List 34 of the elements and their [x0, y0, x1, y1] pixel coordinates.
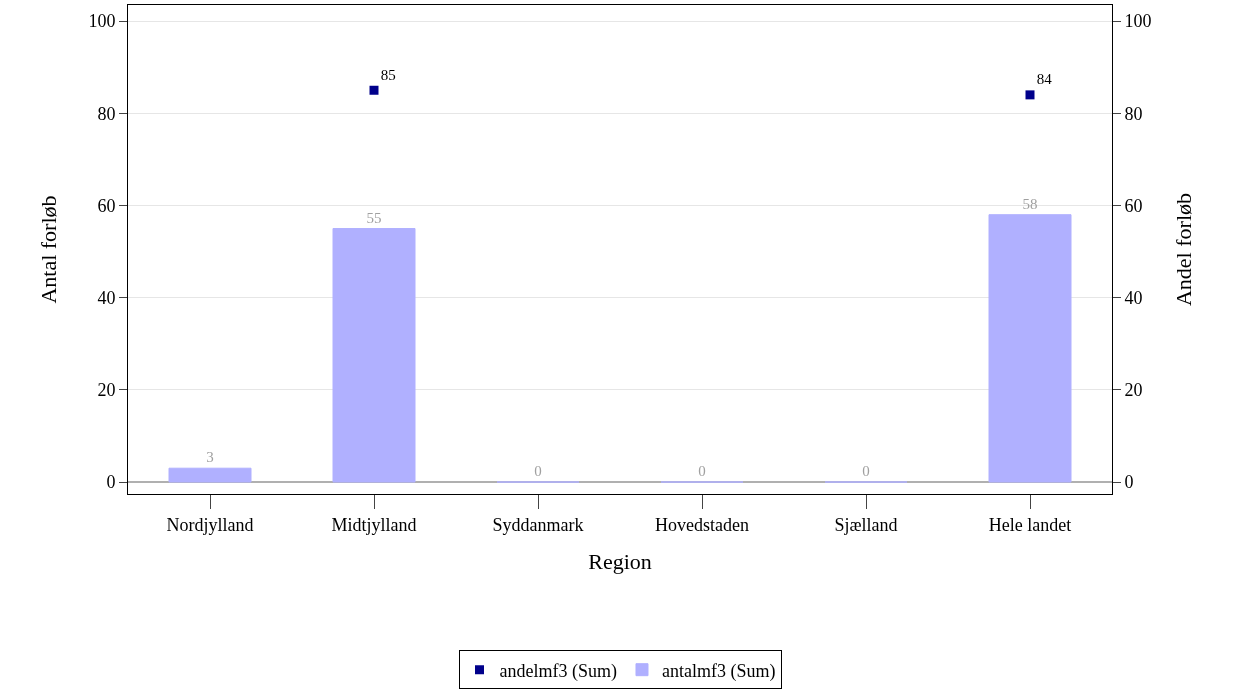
- y-tick-label: 60: [97, 195, 116, 216]
- data-label: 0: [862, 463, 870, 480]
- data-label: 0: [534, 463, 542, 480]
- y-tick-label: 20: [97, 380, 116, 401]
- y2-tick-label: 80: [1124, 103, 1143, 124]
- data-label: 0: [698, 463, 706, 480]
- y2-tick-label: 20: [1124, 380, 1143, 401]
- x-tick-label: Midtjylland: [331, 514, 417, 535]
- x-tick-label: Hele landet: [988, 514, 1072, 535]
- x-tick-label: Sjælland: [834, 514, 898, 535]
- x-tick-label: Hovedstaden: [655, 514, 749, 535]
- y-axis-title: Antal forløb: [36, 195, 62, 304]
- y2-tick-label: 0: [1124, 472, 1134, 493]
- legend-label: andelmf3 (Sum): [499, 660, 617, 682]
- data-label: 55: [366, 209, 382, 226]
- x-tick-label: Nordjylland: [166, 514, 254, 535]
- data-label: 3: [206, 449, 214, 466]
- y-tick-label: 40: [97, 287, 116, 308]
- y-tick-label: 0: [106, 472, 116, 493]
- data-label: 84: [1036, 71, 1053, 88]
- y2-tick-label: 40: [1124, 287, 1143, 308]
- y-tick-label: 80: [97, 103, 116, 124]
- y2-axis-title: Andel forløb: [1171, 192, 1197, 307]
- bar: [168, 467, 252, 483]
- x-tick-label: Syddanmark: [492, 514, 584, 535]
- bar: [988, 214, 1072, 483]
- data-label: 85: [380, 66, 396, 83]
- y2-tick-label: 100: [1124, 11, 1152, 32]
- legend-label: antalmf3 (Sum): [661, 660, 776, 682]
- y-tick-label: 100: [88, 11, 116, 32]
- bar: [332, 228, 416, 483]
- data-label: 58: [1022, 195, 1038, 212]
- y2-tick-label: 60: [1124, 195, 1143, 216]
- x-axis-title: Region: [588, 549, 652, 575]
